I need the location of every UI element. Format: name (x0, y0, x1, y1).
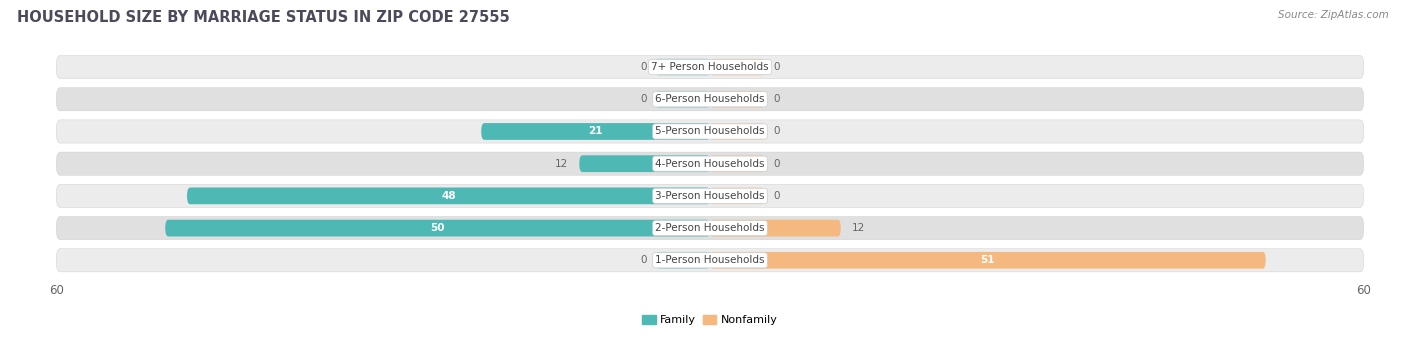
Text: 0: 0 (640, 255, 647, 265)
Text: 0: 0 (773, 159, 780, 169)
Text: 50: 50 (430, 223, 444, 233)
FancyBboxPatch shape (56, 184, 1364, 207)
FancyBboxPatch shape (166, 220, 710, 236)
Legend: Family, Nonfamily: Family, Nonfamily (643, 315, 778, 325)
Text: 1-Person Households: 1-Person Households (655, 255, 765, 265)
FancyBboxPatch shape (56, 217, 1364, 240)
Text: 48: 48 (441, 191, 456, 201)
Text: HOUSEHOLD SIZE BY MARRIAGE STATUS IN ZIP CODE 27555: HOUSEHOLD SIZE BY MARRIAGE STATUS IN ZIP… (17, 10, 509, 25)
Text: 2-Person Households: 2-Person Households (655, 223, 765, 233)
FancyBboxPatch shape (56, 88, 1364, 111)
FancyBboxPatch shape (710, 59, 765, 75)
Text: 3-Person Households: 3-Person Households (655, 191, 765, 201)
FancyBboxPatch shape (481, 123, 710, 140)
FancyBboxPatch shape (655, 59, 710, 75)
FancyBboxPatch shape (710, 155, 765, 172)
FancyBboxPatch shape (710, 123, 765, 140)
Text: 12: 12 (555, 159, 568, 169)
FancyBboxPatch shape (655, 252, 710, 269)
FancyBboxPatch shape (56, 152, 1364, 175)
Text: 21: 21 (588, 127, 603, 136)
FancyBboxPatch shape (56, 249, 1364, 272)
FancyBboxPatch shape (56, 120, 1364, 143)
Text: 12: 12 (852, 223, 865, 233)
Text: 0: 0 (773, 62, 780, 72)
Text: 0: 0 (773, 94, 780, 104)
Text: Source: ZipAtlas.com: Source: ZipAtlas.com (1278, 10, 1389, 20)
Text: 0: 0 (640, 62, 647, 72)
FancyBboxPatch shape (710, 252, 1265, 269)
Text: 0: 0 (773, 127, 780, 136)
Text: 5-Person Households: 5-Person Households (655, 127, 765, 136)
Text: 0: 0 (773, 191, 780, 201)
FancyBboxPatch shape (187, 188, 710, 204)
Text: 4-Person Households: 4-Person Households (655, 159, 765, 169)
FancyBboxPatch shape (56, 56, 1364, 79)
Text: 7+ Person Households: 7+ Person Households (651, 62, 769, 72)
Text: 6-Person Households: 6-Person Households (655, 94, 765, 104)
FancyBboxPatch shape (655, 91, 710, 108)
Text: 51: 51 (980, 255, 995, 265)
FancyBboxPatch shape (710, 188, 765, 204)
FancyBboxPatch shape (710, 91, 765, 108)
Text: 0: 0 (640, 94, 647, 104)
FancyBboxPatch shape (579, 155, 710, 172)
FancyBboxPatch shape (710, 220, 841, 236)
